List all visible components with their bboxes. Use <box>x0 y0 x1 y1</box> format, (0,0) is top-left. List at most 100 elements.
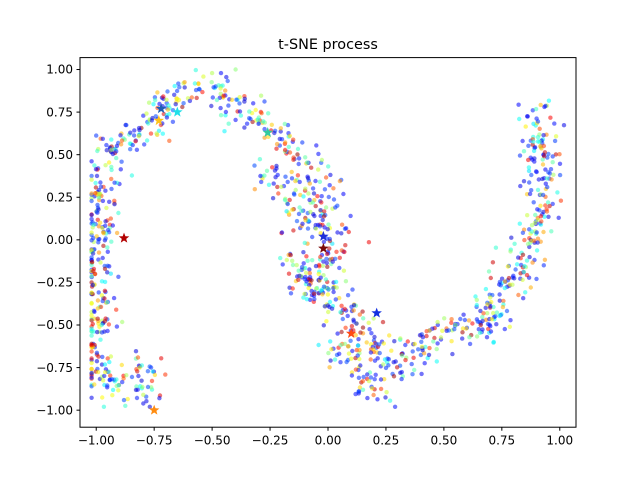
scatter-point <box>116 388 121 393</box>
scatter-point <box>541 263 546 268</box>
scatter-point <box>543 103 548 109</box>
scatter-point <box>114 230 120 236</box>
scatter-point <box>89 301 94 306</box>
scatter-point <box>114 155 119 161</box>
scatter-point <box>174 88 180 94</box>
scatter-point <box>111 295 117 301</box>
scatter-point <box>538 214 544 219</box>
scatter-point <box>315 194 320 199</box>
scatter-point <box>299 208 304 214</box>
scatter-point <box>302 240 307 246</box>
scatter-point <box>108 373 113 378</box>
scatter-point <box>259 111 264 116</box>
scatter-point <box>109 137 114 142</box>
scatter-point <box>535 207 540 212</box>
scatter-point <box>552 121 557 126</box>
scatter-point <box>134 395 140 401</box>
scatter-point <box>114 143 120 149</box>
scatter-point <box>174 96 180 102</box>
y-tick-label: 0.75 <box>46 105 73 119</box>
scatter-point <box>528 285 533 290</box>
x-tick-label: 0.00 <box>315 434 342 448</box>
scatter-point <box>106 369 112 374</box>
scatter-point <box>520 252 526 257</box>
scatter-point <box>533 106 539 112</box>
scatter-point <box>97 191 102 196</box>
scatter-point <box>304 254 309 259</box>
scatter-point <box>119 362 125 368</box>
scatter-point <box>342 341 348 347</box>
scatter-point <box>517 116 522 122</box>
scatter-point <box>282 121 287 127</box>
scatter-point <box>192 81 198 86</box>
scatter-point <box>129 374 135 380</box>
scatter-point <box>542 150 548 155</box>
scatter-point <box>130 142 135 148</box>
scatter-point <box>93 191 98 196</box>
scatter-point <box>536 177 541 182</box>
scatter-point <box>502 279 508 284</box>
scatter-point <box>284 257 289 263</box>
x-tick-label: 0.50 <box>431 434 458 448</box>
scatter-point <box>103 236 108 241</box>
scatter-point <box>182 80 187 85</box>
scatter-point <box>107 199 112 204</box>
scatter-point <box>501 298 506 304</box>
scatter-point <box>546 151 551 157</box>
scatter-point <box>103 316 108 321</box>
scatter-point <box>272 130 277 136</box>
scatter-point <box>552 138 558 144</box>
scatter-point <box>92 382 97 387</box>
scatter-point <box>92 309 97 314</box>
scatter-point <box>529 172 534 178</box>
scatter-point <box>477 330 483 335</box>
scatter-point <box>348 213 353 219</box>
scatter-point <box>123 403 128 408</box>
scatter-point <box>200 89 205 95</box>
scatter-point <box>100 255 105 261</box>
scatter-point <box>322 209 327 214</box>
scatter-point <box>532 220 538 225</box>
scatter-point <box>149 378 155 384</box>
scatter-point <box>89 395 94 400</box>
scatter-point <box>102 279 108 285</box>
scatter-point <box>218 113 224 118</box>
scatter-point <box>521 296 526 301</box>
scatter-point <box>164 97 169 103</box>
scatter-point <box>145 369 151 374</box>
y-tick-label: −0.50 <box>36 318 73 332</box>
scatter-point <box>403 342 408 348</box>
scatter-point <box>358 330 363 335</box>
scatter-point <box>315 222 321 228</box>
scatter-point <box>303 218 308 223</box>
scatter-point <box>392 339 397 344</box>
scatter-point <box>94 359 100 364</box>
scatter-point <box>100 198 106 204</box>
scatter-point <box>351 303 357 308</box>
scatter-point <box>110 151 116 157</box>
scatter-point <box>321 239 327 245</box>
scatter-point <box>104 300 110 305</box>
scatter-point <box>291 157 296 162</box>
scatter-point <box>102 373 107 379</box>
scatter-point <box>526 157 531 163</box>
scatter-point <box>89 375 94 380</box>
scatter-point <box>542 257 548 262</box>
scatter-point <box>210 95 215 100</box>
scatter-point <box>371 316 376 321</box>
scatter-point <box>89 290 94 296</box>
scatter-point <box>353 333 358 338</box>
scatter-point <box>89 342 94 348</box>
scatter-point <box>460 330 465 335</box>
scatter-point <box>262 135 267 140</box>
scatter-point <box>366 378 372 384</box>
scatter-point <box>166 103 171 108</box>
scatter-point <box>306 191 311 196</box>
scatter-point <box>366 320 371 325</box>
scatter-point <box>253 107 258 113</box>
scatter-point <box>114 307 119 312</box>
scatter-point <box>337 351 342 356</box>
scatter-point <box>209 70 215 76</box>
scatter-point <box>218 86 223 91</box>
scatter-point <box>349 370 355 375</box>
